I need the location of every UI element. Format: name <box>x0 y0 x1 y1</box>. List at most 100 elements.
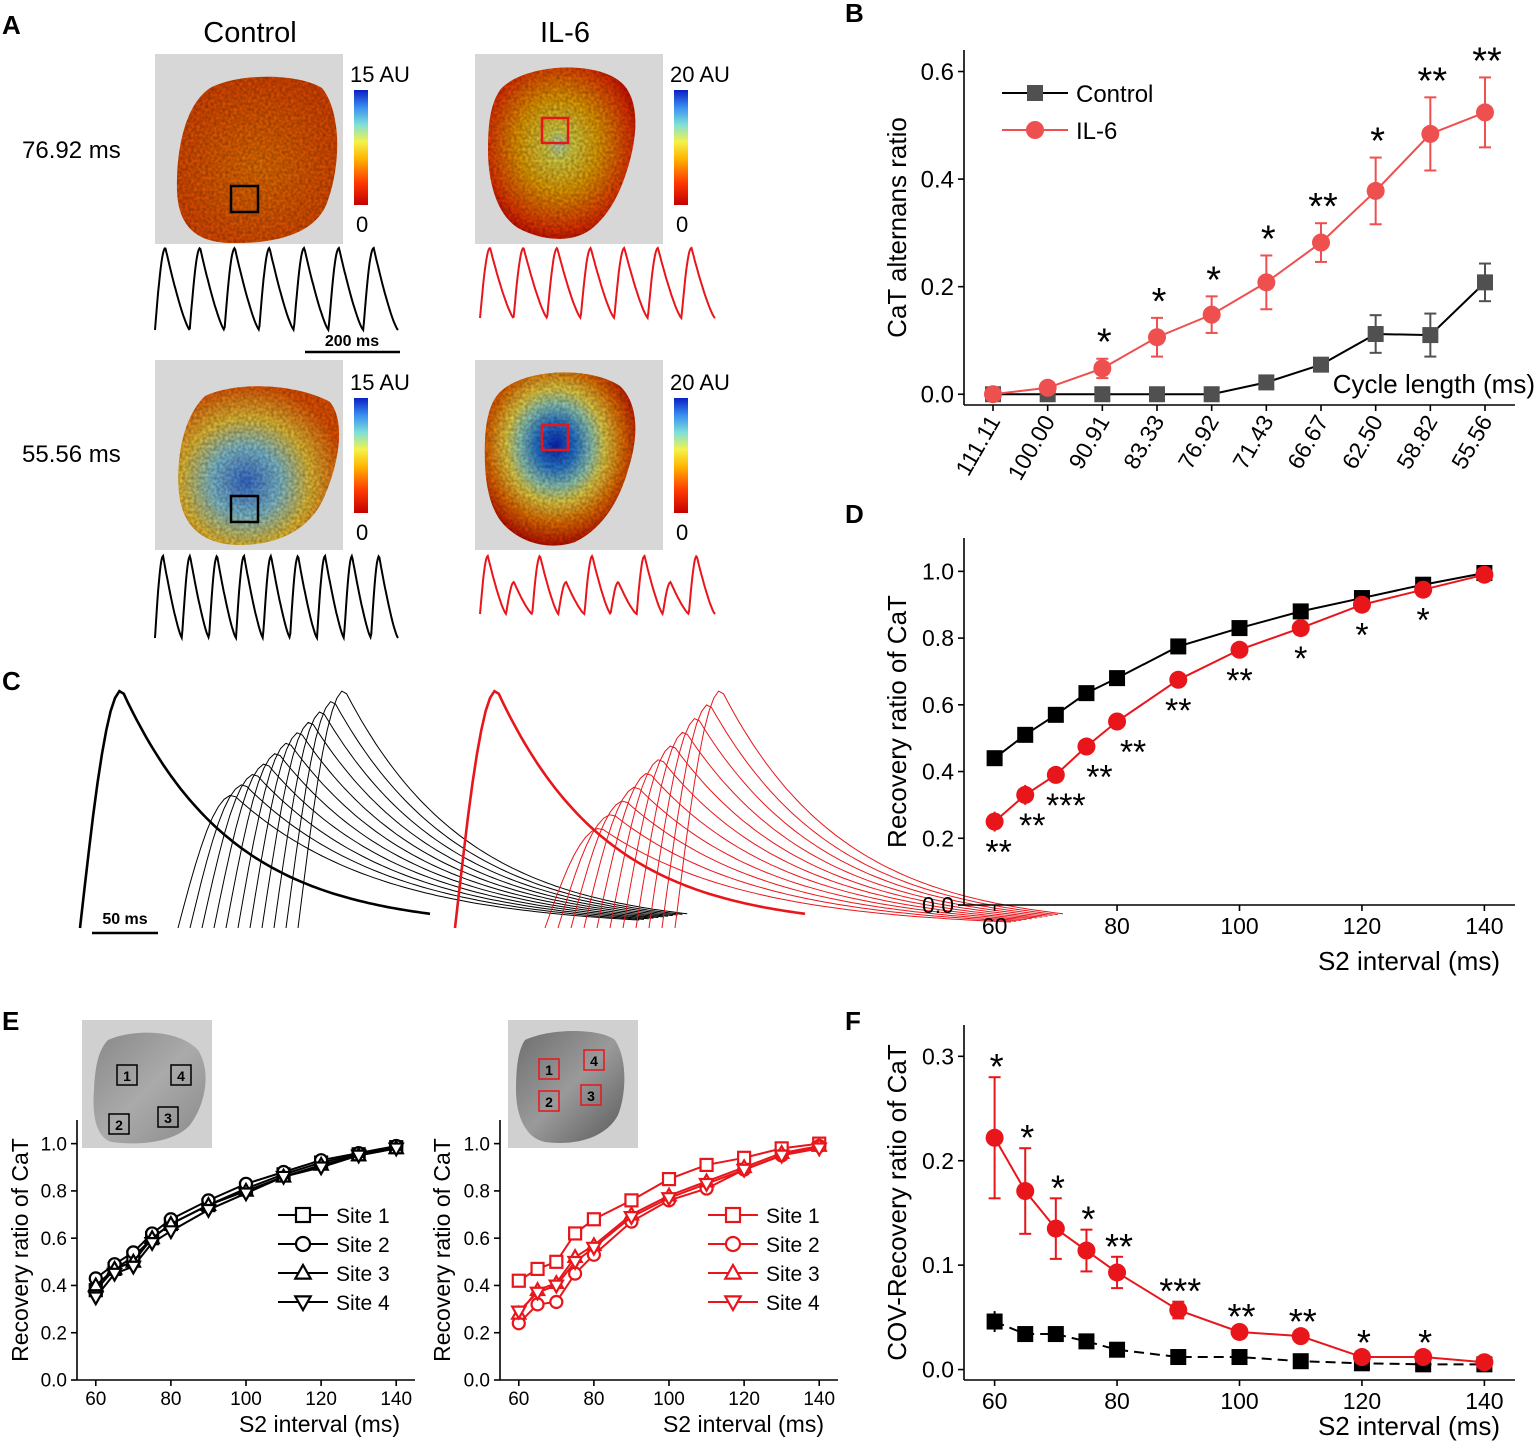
inset-roi-1-control-label: 1 <box>123 1068 131 1084</box>
data-point-triangle-down <box>199 1203 217 1219</box>
data-point-il6 <box>1230 640 1249 659</box>
significance-mark: * <box>1097 322 1112 364</box>
x-tick-label: 140 <box>1465 1388 1503 1414</box>
y-tick-label: 1.0 <box>464 1134 490 1155</box>
inset-roi-3-il6 <box>580 1084 602 1106</box>
s2-beat <box>237 742 664 929</box>
chart-e-il6-sites: 0.0 0.2 0.4 0.6 0.8 1.0 Recovery ratio of CaT 6… <box>429 1120 838 1437</box>
data-point-triangle-down <box>312 1161 330 1177</box>
map-noise-control-1 <box>176 76 338 244</box>
x-tick-label: 90.91 <box>1063 411 1114 474</box>
y-axis-label: CaT alternans ratio <box>882 117 912 338</box>
legend-marker <box>723 1262 743 1280</box>
map-noise-control-2 <box>178 386 340 545</box>
x-axis-label: S2 interval (ms) <box>1318 1411 1500 1441</box>
x-tick-label: 55.56 <box>1446 411 1497 474</box>
data-point-il6 <box>1016 1182 1035 1201</box>
s2-beat <box>635 731 1048 929</box>
data-point-il6 <box>985 812 1004 831</box>
x-axis-label: S2 interval (ms) <box>239 1411 400 1437</box>
col-title-il6: IL-6 <box>540 17 590 49</box>
inset-roi-2-control-label: 2 <box>115 1117 123 1133</box>
data-point-control <box>1258 374 1275 391</box>
s2-beat <box>261 721 673 929</box>
inset-roi-4-control-label: 4 <box>177 1068 185 1084</box>
x-tick-label: 60 <box>85 1389 106 1410</box>
significance-mark: * <box>1357 1322 1371 1363</box>
data-point-square <box>661 1171 677 1187</box>
chart-d-recovery: 0.0 0.2 0.4 0.6 0.8 1.0 Recovery ratio of CaT 6… <box>882 538 1515 976</box>
trace-il6-76ms <box>479 245 716 321</box>
roi-box-il6-1 <box>540 116 570 145</box>
s2-beat <box>596 773 1032 929</box>
s2-beat <box>213 763 654 929</box>
s2-beat <box>609 759 1038 929</box>
data-point-il6 <box>1312 233 1330 252</box>
y-tick-label: 0.8 <box>464 1182 490 1203</box>
data-point-control <box>1170 1349 1187 1366</box>
legend-label: Site 4 <box>336 1292 390 1315</box>
panel-c: 50 ms <box>78 689 1064 935</box>
legend-b-control-marker <box>1027 85 1043 101</box>
data-point-triangle-down <box>387 1142 405 1158</box>
s2-beat <box>583 786 1027 929</box>
inset-roi-4-il6 <box>583 1049 605 1071</box>
row-label-55ms: 55.56 ms <box>22 441 121 468</box>
y-tick-label: 0.8 <box>41 1182 67 1203</box>
data-point-control <box>1017 1326 1034 1343</box>
panel-letter-b: B <box>845 0 864 28</box>
x-tick-label: 62.50 <box>1337 411 1388 474</box>
legend-label: Site 3 <box>766 1263 820 1286</box>
data-point-il6 <box>1169 670 1188 689</box>
panel-letter-a: A <box>2 10 21 40</box>
x-tick-label: 66.67 <box>1282 411 1333 474</box>
panel-letter-e: E <box>2 1006 19 1036</box>
legend-label: Site 1 <box>766 1205 820 1228</box>
data-point-triangle-down <box>124 1260 142 1276</box>
data-point-il6 <box>1475 1353 1494 1372</box>
significance-mark: ** <box>1289 1301 1317 1342</box>
data-point-triangle-down <box>510 1305 528 1321</box>
data-point-il6 <box>1476 103 1494 122</box>
x-tick-label: 76.92 <box>1173 411 1224 474</box>
data-point-square <box>549 1254 564 1269</box>
series-line-control <box>994 1320 1485 1366</box>
cbar-max-il6-2: 20 AU <box>670 370 730 395</box>
data-point-il6 <box>1108 1263 1127 1282</box>
significance-mark: * <box>1261 218 1276 260</box>
inset-map-il6: 1 4 2 3 <box>508 1020 638 1148</box>
panel-letter-f: F <box>845 1006 861 1036</box>
map-noise-il6-1 <box>488 67 636 239</box>
s2-beat <box>648 717 1053 929</box>
x-tick-label: 100 <box>1220 913 1258 939</box>
y-tick-label: 0.0 <box>922 892 954 918</box>
panel-letter-d: D <box>845 499 864 529</box>
data-point-control <box>1203 386 1220 403</box>
data-point-il6 <box>1421 124 1440 143</box>
legend-b-il6-marker <box>1026 121 1044 139</box>
data-point-triangle-down <box>566 1255 584 1271</box>
data-point-square <box>568 1226 583 1241</box>
inset-roi-3-il6-label: 3 <box>587 1088 595 1104</box>
significance-mark: *** <box>1159 1271 1201 1312</box>
x-tick-label: 80 <box>1104 1388 1130 1414</box>
s2-beat <box>557 814 1017 929</box>
cbar-min-il6-1: 0 <box>676 212 688 237</box>
s1s2-traces-il6 <box>453 689 1064 929</box>
legend-marker <box>294 1235 312 1253</box>
x-tick-label: 140 <box>380 1389 412 1410</box>
x-tick-label: 58.82 <box>1391 411 1442 474</box>
y-tick-label: 0.4 <box>922 759 954 785</box>
s2-beat <box>285 700 683 929</box>
data-point-square <box>530 1261 545 1277</box>
x-tick-label: 83.33 <box>1118 411 1169 474</box>
x-tick-label: 80 <box>160 1389 181 1410</box>
roi-box-control-1 <box>229 184 260 214</box>
data-point-control <box>1422 327 1439 344</box>
cbar-max-il6-1: 20 AU <box>670 62 730 87</box>
data-point-triangle-down <box>810 1142 828 1158</box>
significance-mark: * <box>1294 640 1307 678</box>
data-point-square <box>586 1212 601 1227</box>
colorbar-control-1 <box>354 90 368 205</box>
